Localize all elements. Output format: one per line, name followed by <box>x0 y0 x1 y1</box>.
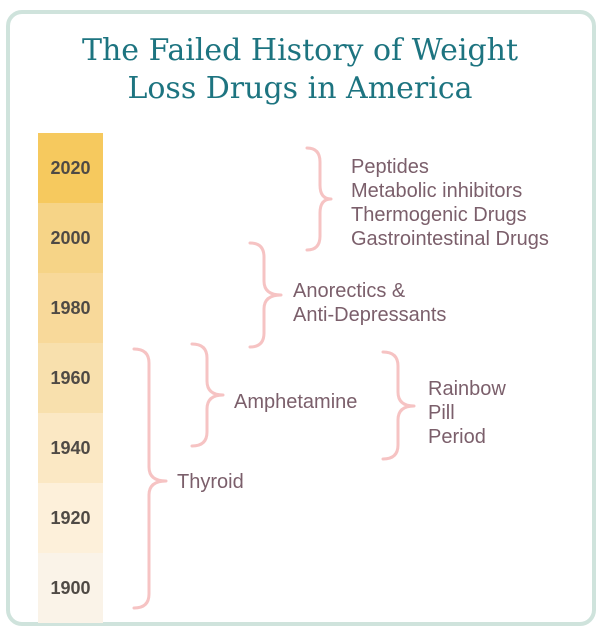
year-segment-2000: 2000 <box>38 203 103 273</box>
card-frame <box>6 10 596 626</box>
year-label: 1900 <box>50 577 91 598</box>
era-thyroid: Thyroid <box>177 470 244 494</box>
era-item: Anorectics & <box>293 280 406 302</box>
year-segment-1960: 1960 <box>38 343 103 413</box>
era-rainbow-pill: Rainbow Pill Period <box>428 377 506 449</box>
year-timeline: 2020 2000 1980 1960 1940 1920 1900 <box>38 133 103 623</box>
year-label: 2020 <box>50 157 91 178</box>
year-label: 1960 <box>50 367 91 388</box>
era-item: Thermogenic Drugs <box>351 204 527 226</box>
era-item: Amphetamine <box>234 391 358 413</box>
era-item: Pill <box>428 402 455 424</box>
era-amphetamine: Amphetamine <box>234 390 357 414</box>
era-item: Peptides <box>351 156 429 178</box>
era-item: Gastrointestinal Drugs <box>351 228 549 250</box>
year-segment-1900: 1900 <box>38 553 103 623</box>
year-label: 2000 <box>50 227 91 248</box>
year-segment-1980: 1980 <box>38 273 103 343</box>
year-label: 1980 <box>50 297 91 318</box>
era-item: Period <box>428 426 486 448</box>
era-item: Anti-Depressants <box>293 304 447 326</box>
era-item: Thyroid <box>177 471 244 493</box>
era-item: Metabolic inhibitors <box>351 180 523 202</box>
year-label: 1940 <box>50 437 91 458</box>
year-segment-1920: 1920 <box>38 483 103 553</box>
year-segment-2020: 2020 <box>38 133 103 203</box>
year-segment-1940: 1940 <box>38 413 103 483</box>
era-peptides: Peptides Metabolic inhibitors Thermogeni… <box>351 155 549 251</box>
title-line-1: The Failed History of Weight <box>81 33 519 68</box>
title-line-2: Loss Drugs in America <box>127 71 473 106</box>
year-label: 1920 <box>50 507 91 528</box>
era-item: Rainbow <box>428 378 506 400</box>
era-anorectics: Anorectics & Anti-Depressants <box>293 279 446 327</box>
page-title: The Failed History of Weight Loss Drugs … <box>0 32 600 108</box>
